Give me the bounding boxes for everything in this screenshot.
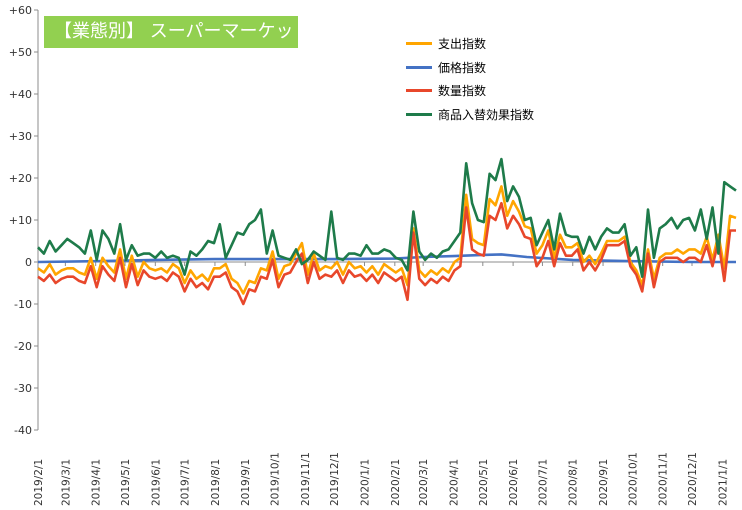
y-tick-label: 0 <box>25 256 32 269</box>
x-tick-label: 2019/5/1 <box>120 459 132 506</box>
x-tick-label: 2021/1/1 <box>717 459 729 506</box>
legend-item-quantity: 数量指数 <box>402 81 552 105</box>
y-tick-label: +60 <box>9 4 32 17</box>
y-tick-label: -20 <box>14 340 32 353</box>
series-line-spending <box>37 185 737 295</box>
axes <box>34 9 736 431</box>
chart-title: 【業態別】 スーパーマーケット <box>44 16 312 48</box>
x-tick-label: 2020/11/1 <box>658 452 670 506</box>
x-tick-label: 2019/3/1 <box>60 459 72 506</box>
legend-swatch-quantity <box>406 89 432 92</box>
legend-item-spending: 支出指数 <box>402 34 552 58</box>
series-line-quantity <box>37 201 736 306</box>
legend-label-quantity: 数量指数 <box>438 84 487 98</box>
y-tick-label: +40 <box>9 88 32 101</box>
legend-swatch-price <box>406 65 432 69</box>
legend-swatch-spending <box>406 42 432 45</box>
x-tick-label: 2019/12/1 <box>329 452 341 506</box>
legend-label-replacement: 商品入替効果指数 <box>438 107 535 122</box>
x-tick-label: 2019/8/1 <box>210 459 222 506</box>
y-tick-label: +20 <box>9 172 32 185</box>
x-tick-label: 2019/7/1 <box>180 459 192 506</box>
x-axis-labels: 2019/2/1 2019/3/1 2019/4/1 2019/5/1 2019/6/1… <box>33 452 729 506</box>
legend-label-spending: 支出指数 <box>438 37 487 51</box>
x-tick-label: 2020/3/1 <box>418 459 430 506</box>
x-tick-label: 2020/10/1 <box>627 452 639 506</box>
y-axis-labels: +60 +50 +40 +30 +20 +10 0 -10 -20 -30 -40 <box>9 4 32 437</box>
legend-item-replacement: 商品入替効果指数 <box>402 105 552 129</box>
x-tick-label: 2020/12/1 <box>687 452 699 506</box>
x-tick-label: 2020/9/1 <box>598 459 610 506</box>
x-tick-label: 2020/2/1 <box>390 459 402 506</box>
x-tick-label: 2019/4/1 <box>91 459 103 506</box>
series-line-replacement <box>37 157 737 279</box>
legend-swatch-replacement <box>406 112 432 116</box>
series-lines <box>37 157 737 306</box>
x-tick-label: 2019/9/1 <box>240 459 252 506</box>
y-tick-label: -10 <box>14 298 32 311</box>
x-tick-label: 2020/5/1 <box>478 459 490 506</box>
x-tick-label: 2020/1/1 <box>360 459 372 506</box>
x-tick-label: 2019/11/1 <box>300 452 312 506</box>
y-tick-label: +10 <box>9 214 32 227</box>
x-tick-label: 2019/10/1 <box>270 452 282 506</box>
x-tick-label: 2020/4/1 <box>448 459 460 506</box>
y-tick-label: +50 <box>9 46 32 59</box>
x-tick-label: 2020/7/1 <box>537 459 549 506</box>
legend: 支出指数 価格指数 数量指数 商品入替効果指数 <box>402 34 552 128</box>
x-tick-label: 2020/8/1 <box>568 459 580 506</box>
x-tick-label: 2019/6/1 <box>150 459 162 506</box>
x-tick-label: 2020/6/1 <box>508 459 520 506</box>
y-tick-label: -30 <box>14 382 32 395</box>
legend-item-price: 価格指数 <box>402 58 552 82</box>
legend-label-price: 価格指数 <box>438 60 487 75</box>
x-tick-label: 2019/2/1 <box>33 459 45 506</box>
y-tick-label: +30 <box>9 130 32 143</box>
y-tick-label: -40 <box>14 424 32 437</box>
